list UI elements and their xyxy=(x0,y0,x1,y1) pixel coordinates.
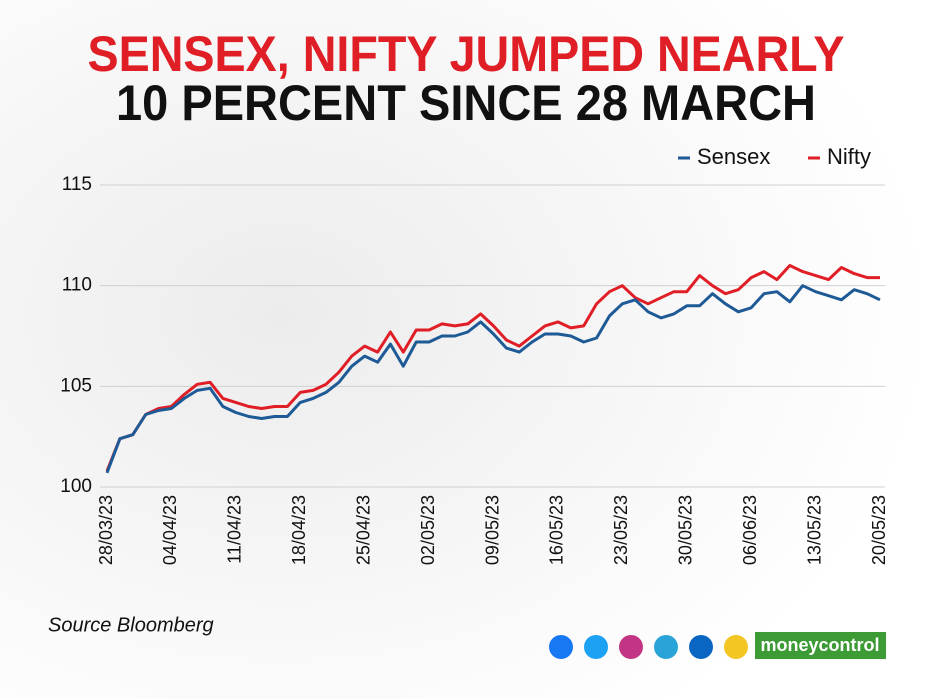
legend-label: Nifty xyxy=(827,144,871,169)
y-tick-label: 100 xyxy=(60,476,92,497)
brand-logo xyxy=(755,632,886,659)
social-icons xyxy=(549,635,748,659)
x-tick-label: 06/06/23 xyxy=(740,495,760,565)
chart-title: 10 PERCENT SINCE 28 MARCH xyxy=(116,75,816,131)
twitter-icon[interactable] xyxy=(584,635,608,659)
x-tick-label: 20/05/23 xyxy=(869,495,889,565)
x-tick-label: 02/05/23 xyxy=(418,495,438,565)
x-tick-label: 28/03/23 xyxy=(96,495,116,565)
y-tick-label: 115 xyxy=(62,174,92,195)
linkedin-icon[interactable] xyxy=(689,635,713,659)
x-tick-label: 11/04/23 xyxy=(225,495,245,564)
brand-text: moneycontrol xyxy=(760,635,879,655)
series-line xyxy=(105,264,880,472)
source-note: Source Bloomberg xyxy=(48,614,214,636)
x-tick-label: 25/04/23 xyxy=(353,495,373,565)
x-tick-label: 09/05/23 xyxy=(482,495,502,565)
chart-title: SENSEX, NIFTY JUMPED NEARLY xyxy=(88,26,845,82)
y-tick-label: 105 xyxy=(60,375,92,396)
instagram-icon[interactable] xyxy=(619,635,643,659)
x-tick-label: 23/05/23 xyxy=(611,495,631,565)
app-icon[interactable] xyxy=(724,635,748,659)
telegram-icon[interactable] xyxy=(654,635,678,659)
series-line xyxy=(105,284,881,474)
x-tick-label: 13/05/23 xyxy=(804,495,824,565)
y-tick-label: 110 xyxy=(62,275,92,296)
x-tick-label: 16/05/23 xyxy=(547,495,567,565)
x-tick-label: 18/04/23 xyxy=(289,495,309,565)
x-tick-label: 04/04/23 xyxy=(160,495,180,565)
x-tick-label: 30/05/23 xyxy=(676,495,696,565)
legend-label: Sensex xyxy=(697,144,770,169)
facebook-icon[interactable] xyxy=(549,635,573,659)
